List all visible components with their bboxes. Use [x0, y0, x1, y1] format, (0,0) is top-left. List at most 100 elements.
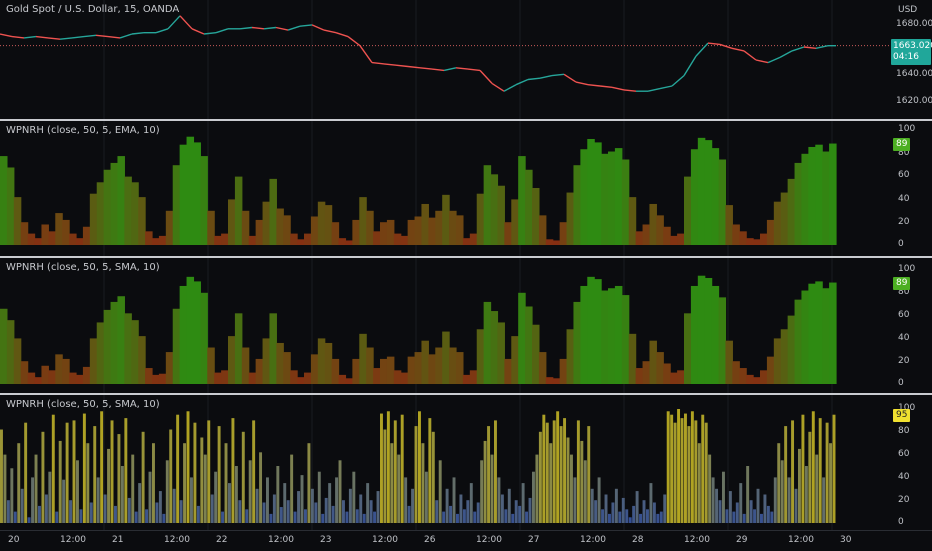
oscillator-bar — [777, 443, 781, 523]
oscillator-bar — [459, 494, 463, 523]
osc1-last-value-badge: 89 — [893, 138, 911, 151]
oscillator-bar — [563, 418, 567, 523]
oscillator-column — [131, 320, 139, 384]
osc1-y-tick: 100 — [898, 124, 916, 134]
oscillator-bar — [359, 494, 363, 523]
oscillator-column — [76, 238, 84, 245]
oscillator-bar — [687, 426, 691, 523]
oscillator-column — [13, 338, 22, 384]
wpnrh-bars-pane[interactable]: WPNRH (close, 50, 5, SMA, 10) 100 80 60 … — [0, 395, 932, 530]
pane-separator[interactable] — [0, 256, 932, 258]
oscillator-bar — [708, 454, 712, 523]
wpnrh-sma-pane[interactable]: WPNRH (close, 50, 5, SMA, 10) 100 80 60 … — [0, 258, 932, 393]
price-segment — [587, 84, 601, 87]
oscillator-column — [608, 288, 616, 384]
oscillator-column — [345, 240, 353, 245]
oscillator-bar — [549, 443, 553, 523]
wpnrh-ema-chart[interactable] — [0, 121, 932, 256]
oscillator-column — [310, 354, 319, 384]
pane-separator[interactable] — [0, 119, 932, 121]
price-segment — [539, 74, 553, 79]
oscillator-bar — [6, 500, 10, 523]
oscillator-bar — [663, 494, 667, 523]
last-price-badge: 1663.020 04:16 — [891, 39, 932, 65]
oscillator-column — [469, 370, 478, 384]
price-segment — [107, 35, 121, 39]
oscillator-column — [241, 210, 250, 245]
oscillator-bar — [770, 511, 774, 523]
oscillator-column — [815, 144, 823, 245]
price-chart[interactable] — [0, 0, 932, 120]
oscillator-column — [829, 282, 837, 384]
oscillator-bar — [203, 454, 207, 523]
price-segment — [779, 50, 793, 59]
osc3-y-tick: 100 — [898, 403, 916, 413]
oscillator-column — [545, 239, 554, 245]
price-y-tick: 1680.000 — [896, 19, 932, 29]
oscillator-column — [269, 313, 277, 384]
oscillator-bar — [190, 477, 193, 523]
oscillator-column — [228, 336, 236, 384]
oscillator-bar — [722, 471, 725, 523]
oscillator-bar — [345, 511, 349, 523]
time-axis-label: 26 — [424, 535, 436, 545]
oscillator-column — [324, 342, 333, 384]
oscillator-column — [297, 377, 305, 384]
oscillator-bar — [262, 502, 266, 523]
oscillator-column — [193, 281, 201, 384]
oscillator-column — [304, 233, 312, 245]
oscillator-bar — [297, 491, 301, 523]
time-axis[interactable]: 20 12:00 21 12:00 22 12:00 23 12:00 26 12:00 27 12:… — [0, 530, 932, 551]
oscillator-bar — [646, 509, 649, 523]
oscillator-column — [380, 358, 388, 384]
oscillator-bar — [383, 429, 387, 523]
time-axis-label: 12:00 — [580, 535, 606, 545]
oscillator-bar — [283, 483, 287, 523]
oscillator-bar — [335, 477, 339, 523]
oscillator-column — [89, 193, 98, 245]
oscillator-bar — [670, 414, 674, 523]
oscillator-bar — [552, 420, 556, 523]
oscillator-column — [614, 285, 623, 384]
price-pane[interactable]: Gold Spot / U.S. Dollar, 15, OANDA USD 1… — [0, 0, 932, 120]
oscillator-bar — [93, 426, 97, 523]
oscillator-bar — [773, 477, 777, 523]
wpnrh-ema-pane[interactable]: WPNRH (close, 50, 5, EMA, 10) 100 80 60 … — [0, 121, 932, 256]
oscillator-column — [138, 197, 146, 245]
oscillator-column — [89, 338, 98, 384]
price-segment — [311, 24, 325, 31]
oscillator-bar — [231, 418, 235, 523]
oscillator-bar — [511, 513, 515, 523]
osc1-y-tick: 80 — [898, 148, 910, 158]
oscillator-column — [497, 185, 505, 245]
oscillator-bar — [500, 494, 504, 523]
oscillator-column — [462, 238, 471, 245]
price-segment — [179, 15, 193, 30]
time-axis-label: 22 — [216, 535, 228, 545]
price-segment — [659, 85, 673, 90]
wpnrh-bars-chart[interactable] — [0, 395, 932, 530]
oscillator-column — [152, 238, 160, 245]
wpnrh-sma-chart[interactable] — [0, 258, 932, 393]
wpnrh-ema-title: WPNRH (close, 50, 5, EMA, 10) — [6, 125, 160, 136]
oscillator-bar — [487, 426, 491, 523]
pane-separator[interactable] — [0, 393, 932, 395]
oscillator-bar — [158, 491, 162, 523]
oscillator-bar — [55, 511, 59, 523]
oscillator-bar — [148, 471, 152, 523]
oscillator-bar — [473, 511, 477, 523]
price-segment — [419, 67, 433, 70]
oscillator-column — [262, 338, 271, 384]
osc2-y-tick: 20 — [898, 356, 910, 366]
oscillator-bar — [380, 413, 383, 523]
osc3-y-tick: 40 — [898, 472, 910, 482]
oscillator-bar — [801, 414, 805, 523]
oscillator-column — [62, 358, 70, 384]
oscillator-column — [241, 347, 250, 384]
oscillator-column — [27, 372, 36, 384]
oscillator-bar — [0, 429, 3, 523]
oscillator-column — [635, 368, 644, 384]
osc2-y-tick: 60 — [898, 310, 910, 320]
oscillator-column — [124, 313, 132, 384]
oscillator-bar — [462, 509, 466, 523]
